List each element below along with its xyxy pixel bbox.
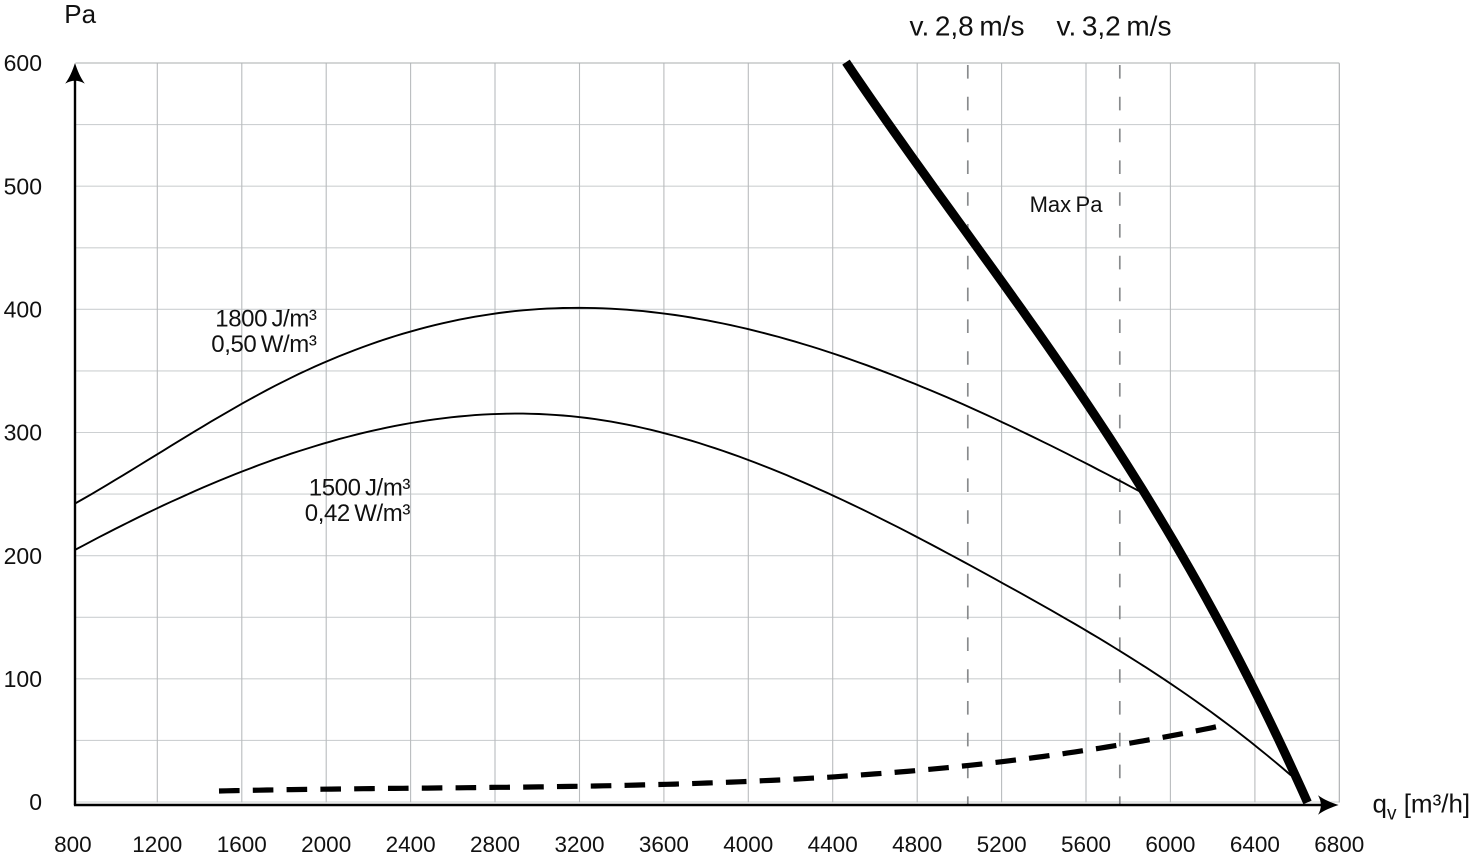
svg-text:1500 J/m³: 1500 J/m³ xyxy=(309,475,411,502)
svg-text:200: 200 xyxy=(4,543,42,569)
svg-text:500: 500 xyxy=(4,173,42,199)
svg-text:300: 300 xyxy=(4,420,42,446)
svg-text:3200: 3200 xyxy=(554,832,604,857)
svg-text:6800: 6800 xyxy=(1314,832,1364,857)
svg-text:4400: 4400 xyxy=(808,832,858,857)
svg-text:800: 800 xyxy=(54,832,92,857)
svg-text:2400: 2400 xyxy=(386,832,436,857)
svg-text:5600: 5600 xyxy=(1061,832,1111,857)
svg-text:Max Pa: Max Pa xyxy=(1030,192,1104,217)
svg-text:100: 100 xyxy=(4,666,42,692)
svg-text:600: 600 xyxy=(4,50,42,76)
svg-text:5200: 5200 xyxy=(977,832,1027,857)
svg-text:2800: 2800 xyxy=(470,832,520,857)
svg-text:4000: 4000 xyxy=(723,832,773,857)
svg-text:1800 J/m³: 1800 J/m³ xyxy=(215,306,317,333)
svg-text:0: 0 xyxy=(29,789,42,815)
svg-text:v. 3,2 m/s: v. 3,2 m/s xyxy=(1057,11,1172,42)
svg-text:400: 400 xyxy=(4,297,42,323)
svg-text:2000: 2000 xyxy=(301,832,351,857)
svg-text:Pa: Pa xyxy=(64,0,96,29)
svg-text:1600: 1600 xyxy=(217,832,267,857)
svg-text:0,50 W/m³: 0,50 W/m³ xyxy=(211,331,317,358)
svg-text:6400: 6400 xyxy=(1230,832,1280,857)
svg-text:0,42 W/m³: 0,42 W/m³ xyxy=(305,500,411,527)
svg-text:v. 2,8 m/s: v. 2,8 m/s xyxy=(910,11,1025,42)
svg-text:6000: 6000 xyxy=(1145,832,1195,857)
svg-text:4800: 4800 xyxy=(892,832,942,857)
svg-text:1200: 1200 xyxy=(132,832,182,857)
svg-text:3600: 3600 xyxy=(639,832,689,857)
